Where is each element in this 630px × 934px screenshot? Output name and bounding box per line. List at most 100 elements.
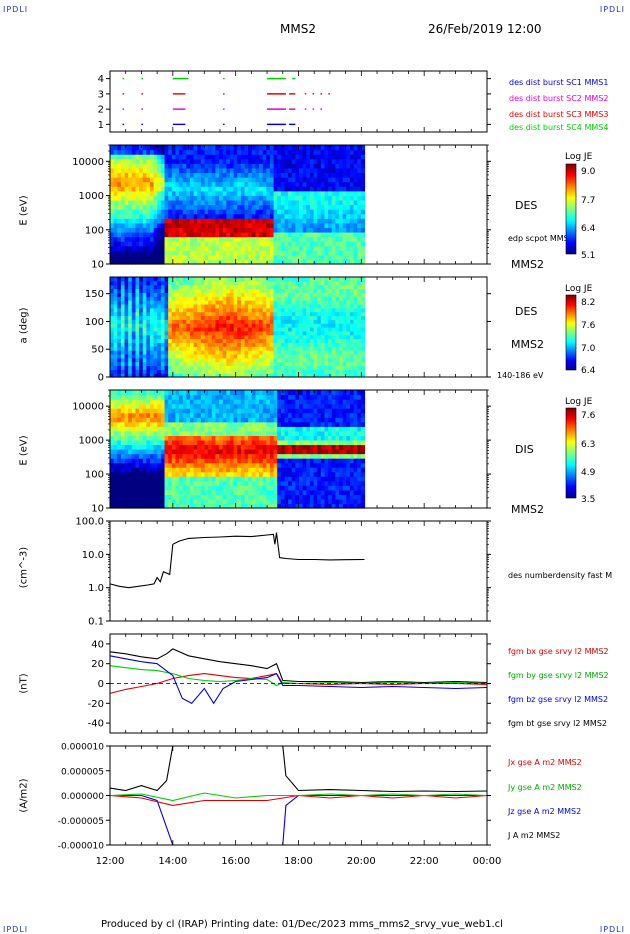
series-line — [109, 648, 488, 684]
plot-date: 26/Feb/2019 12:00 — [428, 22, 542, 36]
ytick-label: -40 — [88, 719, 104, 730]
panel-frame — [109, 70, 488, 133]
ytick-label: 1000 — [79, 436, 104, 447]
line-layer — [109, 77, 488, 846]
ytick-label: 100 — [85, 225, 104, 236]
ytick-label: 40 — [91, 639, 104, 650]
ytick-label: 0 — [98, 679, 104, 690]
ytick-label: 1 — [98, 120, 104, 131]
ytick-label: 100 — [85, 470, 104, 481]
cb2-tick-3: 6.4 — [581, 366, 596, 376]
series-line — [109, 792, 488, 802]
des-pa-sc-label: MMS2 — [511, 338, 544, 351]
legend-bt: fgm bt gse srvy l2 MMS2 — [508, 719, 607, 728]
dis-energy-heatmap-cells — [110, 390, 366, 509]
cb1-tick-0: 9.0 — [581, 167, 596, 177]
des-pa-label: DES — [515, 305, 538, 318]
ytick-label: -0.000005 — [58, 817, 104, 827]
ytick-label: 100 — [85, 317, 104, 328]
legend-bx: fgm bx gse srvy l2 MMS2 — [508, 647, 609, 656]
legend-by: fgm by gse srvy l2 MMS2 — [508, 671, 609, 680]
ytick-label: 150 — [85, 289, 104, 300]
ytick-label: 10000 — [72, 157, 104, 168]
cb2-tick-0: 8.2 — [581, 298, 595, 308]
ytick-label: 1.0 — [88, 583, 104, 594]
ytick-label: 0.000010 — [61, 743, 104, 753]
legend-burst-sc4: des dist burst SC4 MMS4 — [509, 123, 609, 132]
heatmap-layer — [110, 145, 366, 509]
cb1-tick-2: 6.4 — [581, 224, 596, 234]
cb3-tick-2: 4.9 — [581, 468, 596, 478]
time-tick-label: 20:00 — [347, 856, 376, 867]
dis-energy-colorbar-title: Log JE — [565, 397, 593, 407]
time-tick-label: 14:00 — [158, 856, 187, 867]
dis-sc-label: MMS2 — [511, 503, 544, 516]
des-pa-heatmap-cells — [110, 277, 366, 378]
ytick-label: 10.0 — [82, 550, 104, 561]
des-pa-colorbar-title: Log JE — [565, 284, 593, 294]
ytick-label: 0.1 — [88, 617, 104, 628]
ytick-label: -20 — [88, 699, 104, 710]
ytick-label: 10 — [91, 260, 104, 271]
ytick-label: 2 — [98, 105, 104, 116]
des-energy-colorbar-title: Log JE — [565, 152, 593, 162]
series-line — [109, 655, 488, 705]
time-tick-label: 18:00 — [284, 856, 313, 867]
time-tick-label: 00:00 — [473, 856, 502, 867]
legend-jz: Jz gse A m2 MMS2 — [508, 807, 582, 816]
density-legend: des numberdensity fast M — [508, 571, 613, 580]
pa-energy-range-label: 140-186 eV — [497, 371, 544, 380]
axes-layer: 1 2 3 4 10 100 1000 10000 0 50 100 150 10 100 1000 1000… — [58, 70, 502, 867]
ytick-label: 1000 — [79, 191, 104, 202]
legend-burst-sc2: des dist burst SC2 MMS2 — [509, 94, 609, 103]
des-energy-heatmap-cells — [110, 145, 366, 265]
ytick-label: 0.000005 — [61, 767, 104, 777]
cb2-tick-2: 7.0 — [581, 344, 596, 354]
ytick-label: 10 — [91, 504, 104, 515]
cb3-tick-3: 3.5 — [581, 495, 595, 505]
cb3-tick-1: 6.3 — [581, 440, 595, 450]
cb1-tick-1: 7.7 — [581, 196, 595, 206]
series-line — [109, 794, 488, 806]
corner-tag-top-left: IPDLI — [3, 5, 29, 14]
series-line — [109, 672, 488, 694]
ytick-label: 0 — [98, 373, 104, 384]
ytick-label: 100.0 — [75, 517, 104, 528]
ytick-label: 0.000000 — [61, 792, 104, 802]
corner-tag-top-right: IPDLI — [599, 5, 625, 14]
ytick-label: 20 — [91, 659, 104, 670]
legend-jy: Jy gse A m2 MMS2 — [508, 783, 582, 792]
des-energy-sc-label: MMS2 — [511, 258, 544, 271]
legend-bz: fgm bz gse srvy l2 MMS2 — [508, 695, 609, 704]
scpot-label: edp scpot MMS2 — [508, 234, 574, 243]
des-energy-colorbar — [565, 163, 577, 255]
legend-burst-sc1: des dist burst SC1 MMS1 — [509, 78, 609, 87]
ytick-label: 50 — [91, 345, 104, 356]
panel-frame — [109, 520, 488, 622]
corner-tag-bottom-left: IPDLI — [3, 925, 29, 934]
time-tick-label: 12:00 — [96, 856, 125, 867]
series-line — [110, 794, 487, 846]
spacecraft-title: MMS2 — [280, 22, 316, 36]
legend-jx: Jx gse A m2 MMS2 — [508, 758, 582, 767]
ytick-label: -0.000010 — [58, 842, 104, 852]
cb3-tick-0: 7.6 — [581, 411, 596, 421]
ytick-label: 4 — [98, 74, 104, 85]
series-line — [109, 532, 365, 589]
legend-j: J A m2 MMS2 — [508, 831, 561, 840]
des-label: DES — [515, 199, 538, 212]
cb2-tick-1: 7.6 — [581, 321, 596, 331]
corner-tag-bottom-right: IPDLI — [599, 925, 625, 934]
footer-credit: Produced by cl (IRAP) Printing date: 01/… — [101, 919, 503, 930]
series-line — [109, 745, 488, 793]
legend-burst-sc3: des dist burst SC3 MMS3 — [509, 110, 609, 119]
ytick-label: 10000 — [72, 402, 104, 413]
cb1-tick-3: 5.1 — [581, 251, 595, 261]
dis-label: DIS — [515, 443, 534, 456]
time-tick-label: 16:00 — [221, 856, 250, 867]
time-tick-label: 22:00 — [410, 856, 439, 867]
dis-energy-colorbar — [565, 407, 577, 499]
ytick-label: 3 — [98, 89, 104, 100]
des-pa-colorbar — [565, 294, 577, 371]
